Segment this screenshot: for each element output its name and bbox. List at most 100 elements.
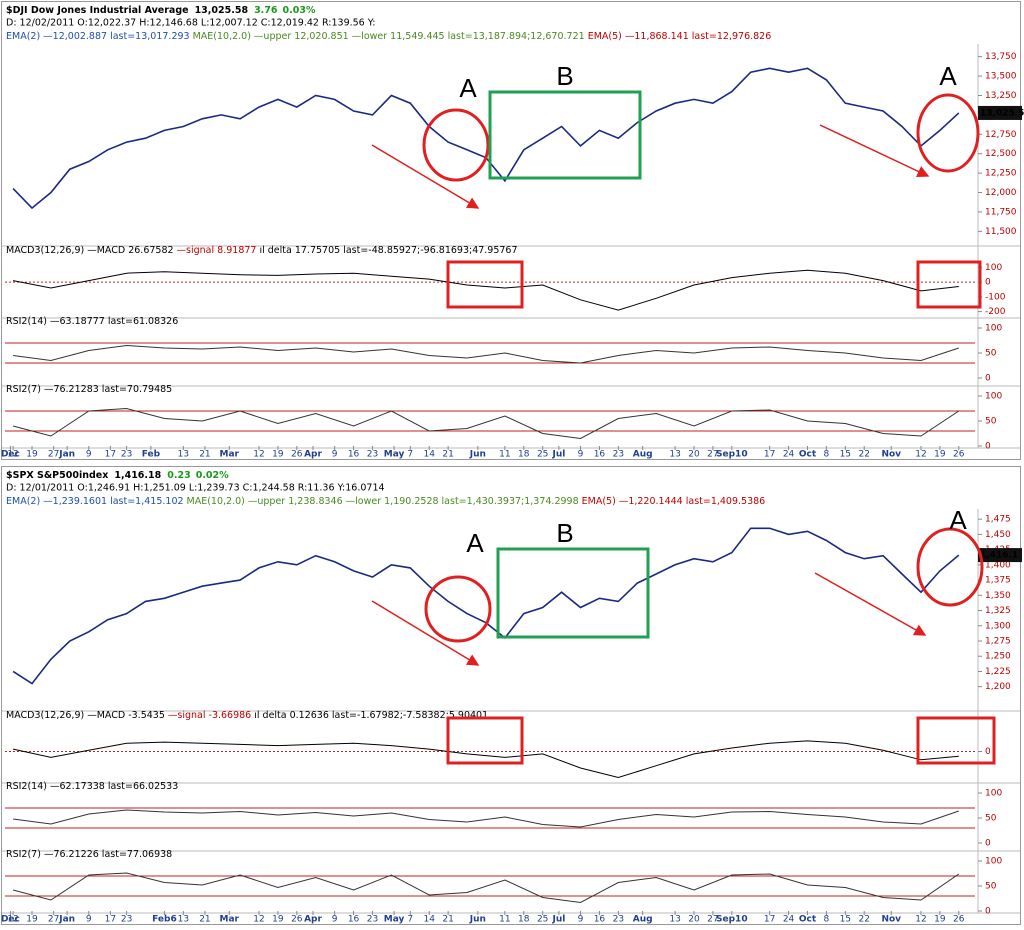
x-tick-label: 16 xyxy=(594,450,606,460)
highlight-box xyxy=(496,547,650,639)
x-tick-label: 19 xyxy=(272,915,284,925)
x-tick-label: 12 xyxy=(915,915,926,925)
panel-frame xyxy=(1,1,1021,460)
change: 0.23 xyxy=(167,470,190,481)
ohlc-line: D: 12/02/2011 O:12,022.37 H:12,146.68 L:… xyxy=(6,18,375,29)
panel-label: RSI2(14) —62.17338 last=66.02533 xyxy=(6,781,178,792)
x-tick-label: 16 xyxy=(348,450,360,460)
panel-label-part: MACD3(12,26,9) —MACD 26.67582 xyxy=(6,245,174,256)
x-tick-label: Dec xyxy=(1,450,20,460)
symbol-title: $DJI Dow Jones Industrial Average xyxy=(6,5,189,16)
x-tick-label: 16 xyxy=(594,915,606,925)
chart-panel: $SPX S&P500index 1,416.18 0.23 0.02%D: 12/0… xyxy=(1,466,1022,925)
x-tick-label: 23 xyxy=(613,450,624,460)
panel-label-part: —signal -3.66986 xyxy=(168,710,251,721)
x-tick-label: Apr xyxy=(304,915,322,925)
x-tick-label: 26 xyxy=(953,915,965,925)
x-tick-label: 15 xyxy=(840,450,851,460)
panel-label: MACD3(12,26,9) —MACD -3.5435 —signal -3.6… xyxy=(6,710,488,721)
y-tick-label: 1,225 xyxy=(985,667,1011,677)
x-tick-label: 17 xyxy=(105,915,116,925)
x-tick-label: Jul xyxy=(551,450,565,460)
y-tick-label: 13,750 xyxy=(985,52,1017,62)
panel-label-part: RSI2(14) —62.17338 last=66.02533 xyxy=(6,781,178,792)
x-tick-label: Feb6 xyxy=(152,915,177,925)
x-tick-label: 17 xyxy=(764,915,775,925)
highlight-box xyxy=(488,90,642,180)
panel-label-part: RSI2(7) —76.21226 last=77.06938 xyxy=(6,849,172,860)
x-tick-label: 8 xyxy=(824,450,830,460)
x-tick-label: 9 xyxy=(578,450,584,460)
ema5: EMA(5) —11,868.141 last=12,976.826 xyxy=(588,31,772,42)
x-tick-label: Sep10 xyxy=(716,450,748,460)
x-tick-label: 17 xyxy=(105,450,116,460)
x-tick-label: 27 xyxy=(48,915,59,925)
y-tick-label: 0 xyxy=(985,442,991,452)
y-tick-label: 12,000 xyxy=(985,188,1017,198)
x-tick-label: 22 xyxy=(858,915,869,925)
x-tick-label: 9 xyxy=(332,450,338,460)
y-tick-label: 13,250 xyxy=(985,91,1017,101)
x-tick-label: 21 xyxy=(442,915,453,925)
y-tick-label: 100 xyxy=(985,392,1002,402)
chart-panel: $DJI Dow Jones Industrial Average 13,025.… xyxy=(1,1,1024,460)
trend-arrow xyxy=(371,144,480,209)
x-tick-label: 9 xyxy=(332,915,338,925)
x-tick-label: 13 xyxy=(178,915,189,925)
x-tick-label: 9 xyxy=(86,915,92,925)
x-tick-label: 25 xyxy=(537,450,548,460)
macd-box xyxy=(446,260,524,309)
annotation-label: A xyxy=(939,61,957,91)
x-tick-label: 18 xyxy=(518,450,530,460)
macd-box xyxy=(916,716,996,765)
x-tick-label: 11 xyxy=(499,450,510,460)
x-tick-label: Jun xyxy=(469,915,486,925)
x-tick-label: 23 xyxy=(121,450,132,460)
x-tick-label: Mar xyxy=(220,915,240,925)
y-tick-label: 100 xyxy=(985,324,1002,334)
panel-label: MACD3(12,26,9) —MACD 26.67582 —signal 8.9… xyxy=(6,245,518,256)
indicator-line: EMA(2) —12,002.887 last=13,017.293 MAE(10… xyxy=(6,31,771,42)
x-tick-label: Jun xyxy=(469,450,486,460)
change: 3.76 xyxy=(254,5,278,16)
x-tick-label: 23 xyxy=(367,915,378,925)
y-tick-label: 0 xyxy=(985,278,991,288)
y-tick-label: 100 xyxy=(985,263,1002,273)
panel-label: RSI2(14) —63.18777 last=61.08326 xyxy=(6,316,178,327)
x-tick-label: 12 xyxy=(253,450,264,460)
macd-box xyxy=(446,716,524,765)
macd-box xyxy=(916,260,982,309)
x-tick-label: 12 xyxy=(7,915,18,925)
y-tick-label: 1,475 xyxy=(985,515,1011,525)
x-tick-label: Sep10 xyxy=(716,915,748,925)
x-tick-label: Feb xyxy=(142,450,161,460)
x-tick-label: Aug xyxy=(633,915,653,925)
panel-label-part: RSI2(14) —63.18777 last=61.08326 xyxy=(6,316,178,327)
line-series xyxy=(13,809,959,828)
change-pct: 0.02% xyxy=(196,470,229,481)
x-tick-label: Aug xyxy=(633,450,653,460)
x-tick-label: 9 xyxy=(578,915,584,925)
x-tick-label: Nov xyxy=(881,915,901,925)
x-tick-label: 13 xyxy=(669,450,680,460)
panel-label-part: ıl delta 0.12636 last=-1.67982;-7.58382;… xyxy=(254,710,488,721)
x-tick-label: Mar xyxy=(220,450,240,460)
trend-arrow xyxy=(371,600,480,666)
x-tick-label: 21 xyxy=(199,915,210,925)
x-tick-label: May xyxy=(384,915,405,925)
x-tick-label: 19 xyxy=(272,450,284,460)
panel-label-part: RSI2(7) —76.21283 last=70.79485 xyxy=(6,384,172,395)
x-tick-label: 24 xyxy=(783,450,795,460)
y-tick-label: 0 xyxy=(985,374,991,384)
line-series xyxy=(12,407,960,440)
panel-label: RSI2(7) —76.21283 last=70.79485 xyxy=(6,384,172,395)
x-tick-label: Nov xyxy=(881,450,901,460)
x-tick-label: 25 xyxy=(537,915,548,925)
annotation-label: A xyxy=(466,528,484,558)
x-tick-label: Dec xyxy=(1,915,20,925)
x-tick-label: Oct xyxy=(799,915,817,925)
change-pct: 0.03% xyxy=(283,5,316,16)
panel-label: RSI2(7) —76.21226 last=77.06938 xyxy=(6,849,172,860)
x-tick-label: 7 xyxy=(407,915,413,925)
